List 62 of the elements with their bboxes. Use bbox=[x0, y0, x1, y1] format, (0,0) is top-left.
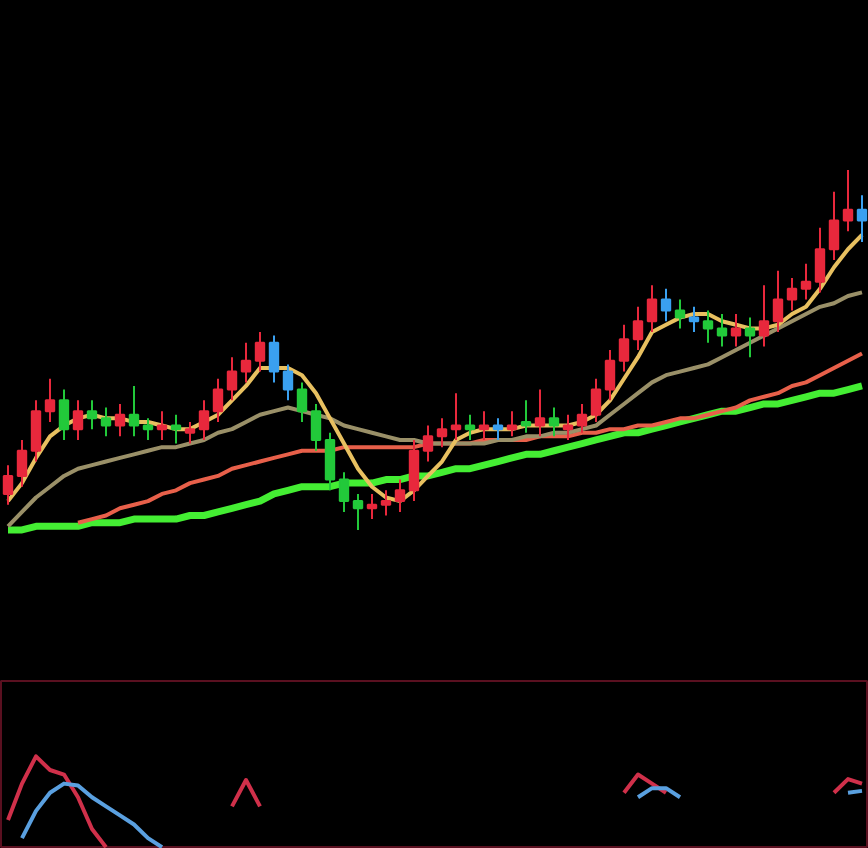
candlestick bbox=[380, 489, 392, 517]
candlestick bbox=[814, 226, 826, 294]
candlestick bbox=[436, 417, 448, 449]
candlestick bbox=[100, 406, 112, 438]
candlestick bbox=[142, 417, 154, 441]
candlestick bbox=[646, 284, 658, 334]
candlestick bbox=[58, 388, 70, 441]
candlestick bbox=[660, 287, 672, 323]
candlestick bbox=[226, 356, 238, 402]
candlestick bbox=[170, 413, 182, 445]
candlestick bbox=[282, 363, 294, 402]
candlestick bbox=[2, 464, 14, 506]
candlestick bbox=[520, 399, 532, 434]
candlestick bbox=[702, 309, 714, 344]
candlestick bbox=[674, 298, 686, 330]
candlestick bbox=[212, 377, 224, 423]
candlestick bbox=[800, 262, 812, 301]
candlestick bbox=[758, 284, 770, 348]
candlestick bbox=[30, 399, 42, 463]
candlestick bbox=[352, 492, 364, 531]
candlestick bbox=[44, 377, 56, 423]
candlestick bbox=[268, 334, 280, 384]
candlestick bbox=[856, 194, 868, 244]
candlestick bbox=[492, 417, 504, 441]
candlestick bbox=[464, 413, 476, 441]
candlestick bbox=[618, 323, 630, 373]
candlestick bbox=[338, 471, 350, 513]
candlestick bbox=[324, 431, 336, 492]
candlestick bbox=[408, 438, 420, 503]
candlestick bbox=[548, 406, 560, 438]
candlestick bbox=[310, 402, 322, 452]
candlestick bbox=[296, 381, 308, 423]
candlestick bbox=[828, 190, 840, 262]
candlestick bbox=[198, 399, 210, 441]
candlestick bbox=[632, 305, 644, 351]
candlestick bbox=[240, 341, 252, 384]
candlestick bbox=[842, 169, 854, 233]
candlestick bbox=[730, 313, 742, 348]
candlestick bbox=[450, 392, 462, 441]
candlestick bbox=[506, 410, 518, 438]
candlestick bbox=[254, 331, 266, 373]
candlestick bbox=[114, 402, 126, 438]
candlestick bbox=[688, 305, 700, 334]
candlestick bbox=[394, 478, 406, 513]
candlestick bbox=[72, 399, 84, 441]
candlestick bbox=[590, 377, 602, 423]
candlestick bbox=[128, 384, 140, 438]
candlestick bbox=[576, 402, 588, 434]
candlestick bbox=[16, 438, 28, 488]
candlestick bbox=[786, 277, 798, 312]
candlestick bbox=[562, 413, 574, 441]
candlestick bbox=[86, 399, 98, 431]
candlestick bbox=[366, 492, 378, 521]
candlestick bbox=[604, 348, 616, 402]
candlestick bbox=[422, 424, 434, 463]
candlestick bbox=[156, 410, 168, 441]
candlestick bbox=[534, 388, 546, 438]
candlestick bbox=[716, 313, 728, 348]
candlestick bbox=[744, 316, 756, 359]
candlestick bbox=[772, 269, 784, 334]
candlestick bbox=[478, 410, 490, 441]
candlestick bbox=[184, 420, 196, 445]
